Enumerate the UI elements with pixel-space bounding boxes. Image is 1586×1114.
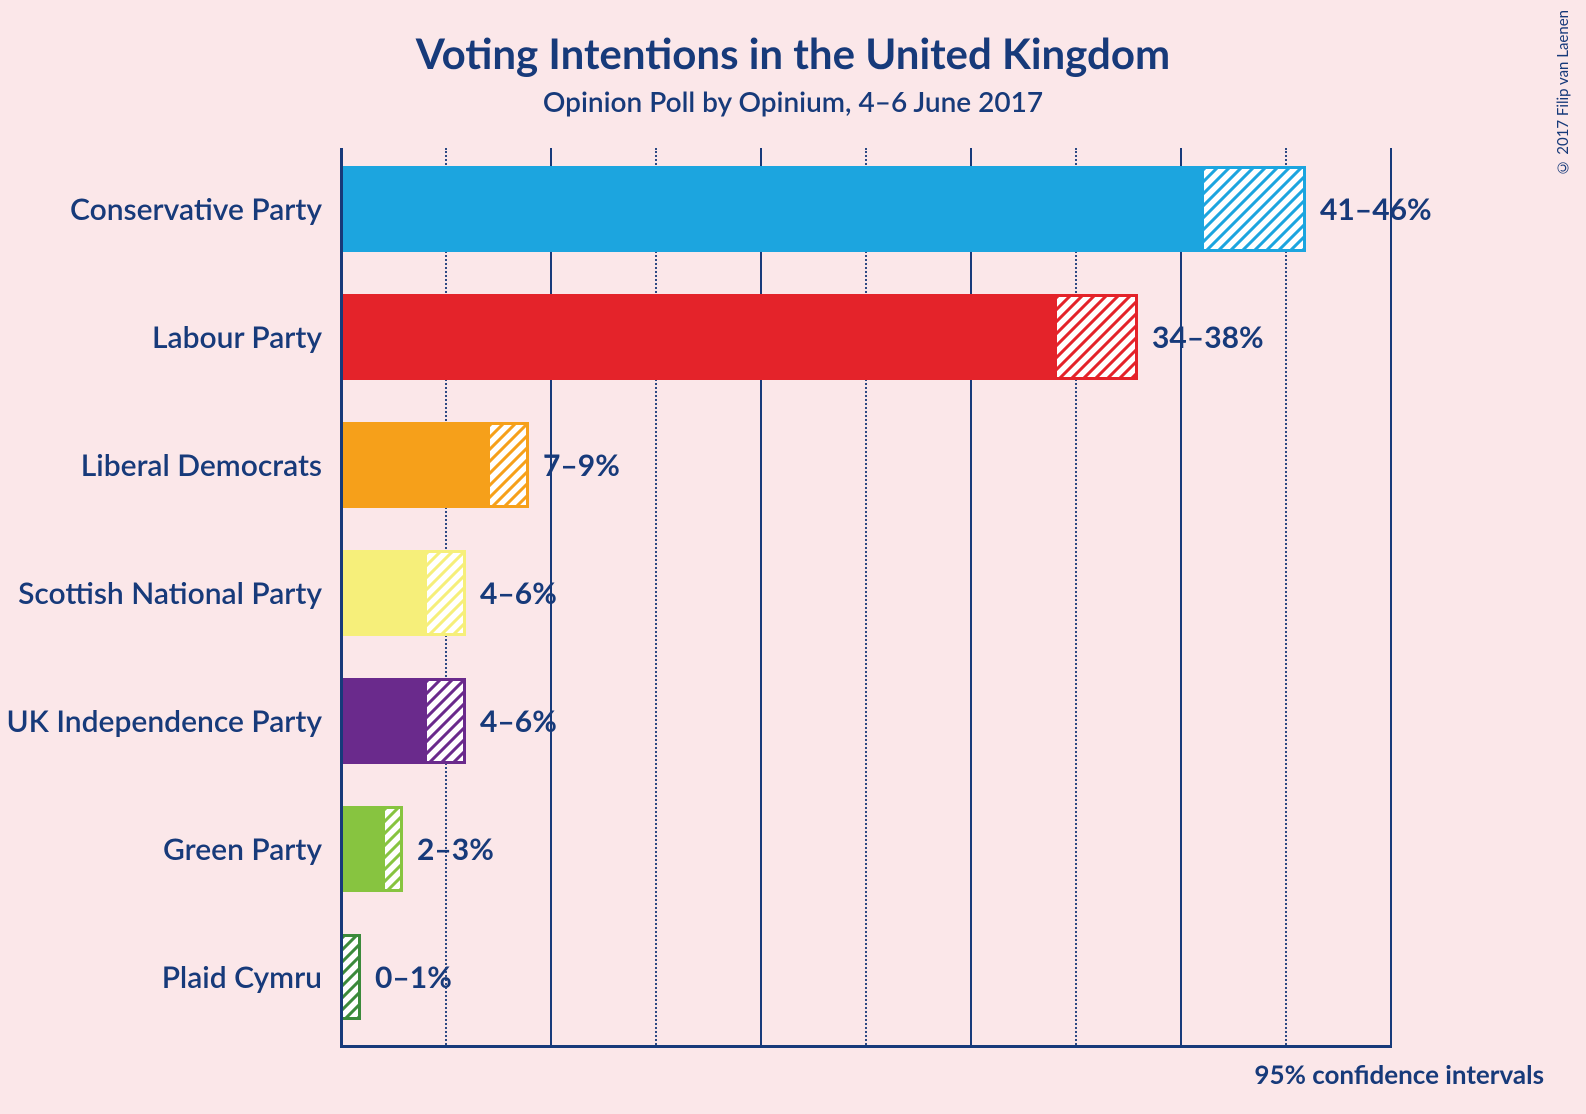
bar-confidence-interval (340, 934, 361, 1020)
bar-confidence-interval (424, 678, 466, 764)
bar-confidence-interval (1054, 294, 1138, 380)
bar-confidence-interval (382, 806, 403, 892)
copyright-text: © 2017 Filip van Laenen (1554, 10, 1572, 177)
bar-row: Liberal Democrats7–9% (340, 422, 1390, 508)
gridline-major (1390, 148, 1392, 1048)
party-label: UK Independence Party (6, 703, 340, 739)
bar-solid (340, 678, 424, 764)
party-label: Scottish National Party (18, 575, 340, 611)
bar-row: Green Party2–3% (340, 806, 1390, 892)
chart-canvas: Voting Intentions in the United Kingdom … (0, 0, 1586, 1114)
bar-row: UK Independence Party4–6% (340, 678, 1390, 764)
party-label: Conservative Party (70, 191, 340, 227)
bar-solid (340, 806, 382, 892)
bar-solid (340, 422, 487, 508)
bar-confidence-interval (1201, 166, 1306, 252)
bar-solid (340, 166, 1201, 252)
bar-row: Labour Party34–38% (340, 294, 1390, 380)
party-label: Plaid Cymru (162, 959, 340, 995)
party-value: 7–9% (529, 447, 620, 483)
party-label: Labour Party (152, 319, 340, 355)
bar-solid (340, 294, 1054, 380)
plot-area: Conservative Party41–46% Labour Party34–3… (340, 148, 1390, 1048)
bar-confidence-interval (424, 550, 466, 636)
y-axis (340, 148, 343, 1048)
party-value: 41–46% (1306, 191, 1432, 227)
bar-confidence-interval (487, 422, 529, 508)
bar-solid (340, 550, 424, 636)
party-value: 2–3% (403, 831, 494, 867)
chart-subtitle: Opinion Poll by Opinium, 4–6 June 2017 (0, 84, 1586, 118)
party-value: 34–38% (1138, 319, 1264, 355)
bar-row: Conservative Party41–46% (340, 166, 1390, 252)
party-label: Liberal Democrats (81, 447, 340, 483)
chart-title: Voting Intentions in the United Kingdom (0, 28, 1586, 78)
x-axis (340, 1045, 1390, 1048)
bar-row: Plaid Cymru0–1% (340, 934, 1390, 1020)
footer-note: 95% confidence intervals (1254, 1058, 1544, 1090)
party-value: 4–6% (466, 703, 557, 739)
party-value: 0–1% (361, 959, 452, 995)
party-value: 4–6% (466, 575, 557, 611)
party-label: Green Party (163, 831, 340, 867)
bar-row: Scottish National Party4–6% (340, 550, 1390, 636)
